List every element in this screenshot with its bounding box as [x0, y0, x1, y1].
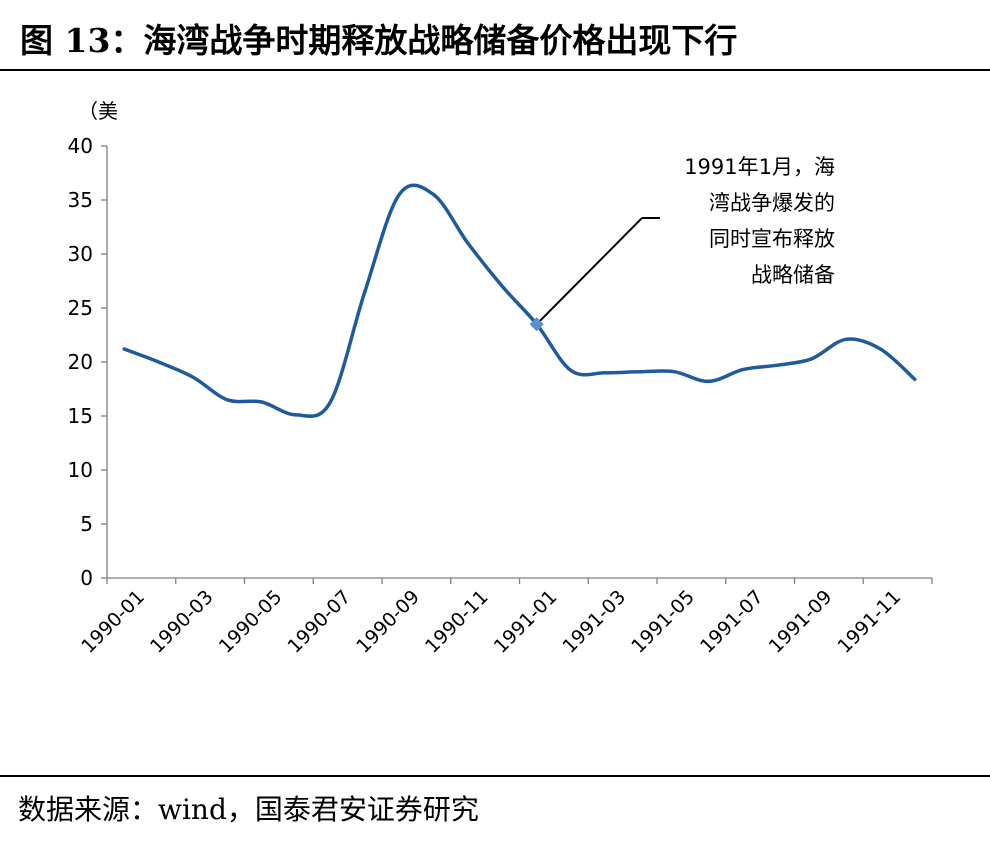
annotation-text-line: 1991年1月，海 [684, 155, 835, 179]
x-tick-label: 1991-03 [558, 586, 630, 658]
y-tick-label: 5 [80, 512, 93, 536]
x-tick-label: 1990-05 [215, 586, 287, 658]
x-tick-label: 1990-01 [77, 586, 149, 658]
x-tick-label: 1990-11 [421, 586, 493, 658]
x-tick-label: 1990-09 [352, 586, 424, 658]
y-tick-label: 40 [68, 134, 93, 158]
x-tick-label: 1991-05 [627, 586, 699, 658]
x-tick-label: 1991-09 [765, 586, 837, 658]
y-tick-label: 20 [68, 350, 93, 374]
y-tick-label: 15 [68, 404, 93, 428]
annotation-text-line: 湾战争爆发的 [709, 191, 835, 215]
y-tick-label: 30 [68, 242, 93, 266]
y-axis-unit-label: （美 [78, 99, 118, 123]
annotation-text-line: 同时宣布释放 [709, 227, 835, 251]
x-tick-label: 1990-03 [146, 586, 218, 658]
annotation-leader-line [538, 217, 643, 322]
x-tick-label: 1991-01 [490, 586, 562, 658]
y-tick-label: 35 [68, 188, 93, 212]
annotation-marker [529, 317, 544, 332]
source-note: 数据来源：wind，国泰君安证券研究 [18, 793, 479, 826]
figure-title: 图 13：海湾战争时期释放战略储备价格出现下行 [20, 21, 738, 60]
x-tick-label: 1990-07 [283, 586, 355, 658]
annotation-text-line: 战略储备 [751, 263, 835, 287]
title-rule [0, 69, 990, 71]
y-tick-label: 10 [68, 458, 93, 482]
x-tick-label: 1991-11 [833, 586, 905, 658]
series-line [122, 183, 917, 418]
line-chart: 0510152025303540（美1990-011990-031990-051… [68, 99, 933, 658]
x-tick-label: 1991-07 [696, 586, 768, 658]
y-tick-label: 25 [68, 296, 93, 320]
source-rule [0, 775, 990, 777]
chart-series [122, 183, 917, 418]
y-tick-label: 0 [80, 566, 93, 590]
